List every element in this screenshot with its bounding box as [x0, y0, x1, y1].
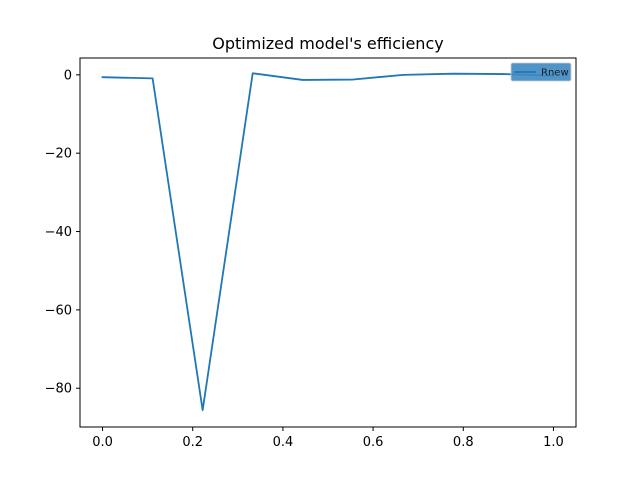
x-tick-label: 0.0 [92, 435, 113, 450]
x-tick-label: 0.6 [363, 435, 384, 450]
x-tick-label: 0.4 [273, 435, 294, 450]
axes-frame [79, 57, 577, 428]
y-tick-label: −80 [45, 382, 72, 397]
legend-box [510, 62, 572, 82]
y-tick-label: 0 [64, 68, 72, 83]
legend: Rnew [510, 62, 572, 82]
legend-label: Rnew [541, 68, 569, 79]
y-tick-label: −40 [45, 225, 72, 240]
chart-title: Optimized model's efficiency [212, 34, 443, 53]
y-tick-label: −60 [45, 303, 72, 318]
x-tick-label: 0.8 [453, 435, 474, 450]
axes: 0.0 0.2 0.4 0.6 0.8 1.0 0 −20 −40 −60 −80 [45, 57, 577, 450]
plot-area [101, 72, 555, 412]
series-line-rnew [101, 72, 555, 412]
y-tick-label: −20 [45, 147, 72, 162]
x-tick-label: 1.0 [543, 435, 564, 450]
x-tick-label: 0.2 [182, 435, 203, 450]
